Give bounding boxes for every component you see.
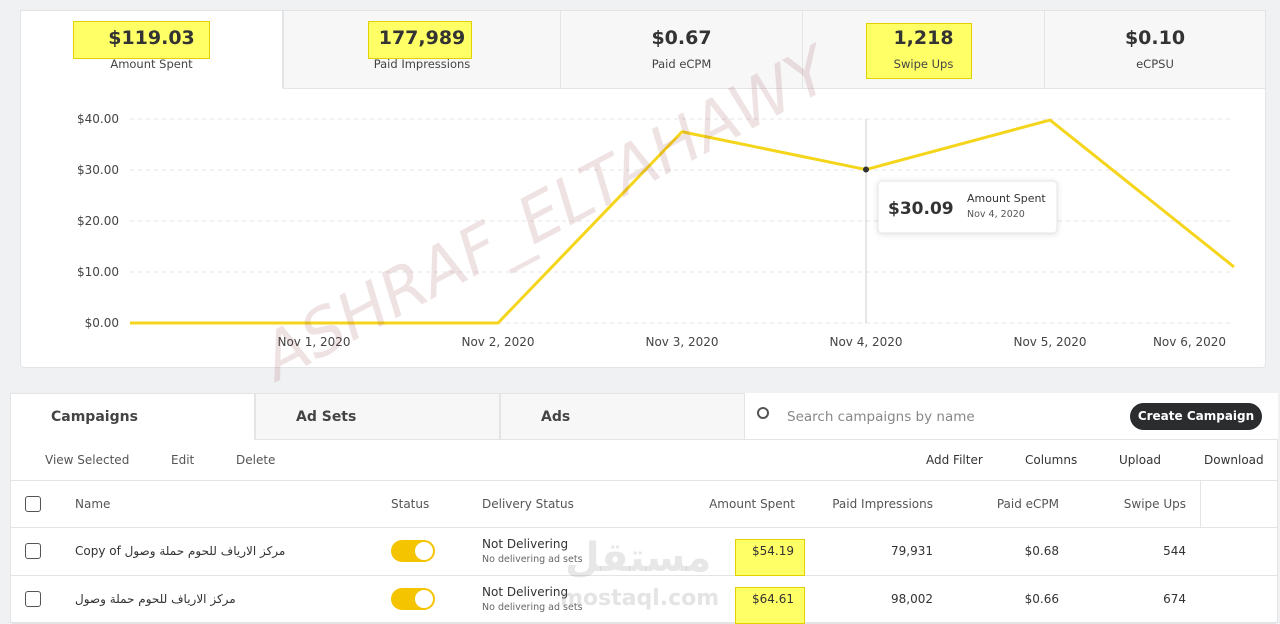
tooltip (877, 180, 1058, 234)
metric-tile[interactable]: 177,989 Paid Impressions (283, 10, 561, 89)
swipe-ups: 544 (1163, 544, 1186, 558)
y-tick-label: $0.00 (85, 316, 119, 330)
tab-label: Ads (541, 409, 571, 425)
toolbar-button[interactable]: Upload (1119, 453, 1162, 467)
line-chart: $0.00 $10.00 $20.00 $30.00 $40.00 Nov 1, 2020… (77, 112, 1235, 349)
x-tick-label: Nov 2, 2020 (461, 335, 534, 349)
column-header[interactable]: Delivery Status (482, 497, 574, 511)
tab[interactable]: Ad Sets (255, 393, 500, 440)
column-header[interactable]: Swipe Ups (1123, 497, 1186, 511)
paid-ecpm: $0.68 (1024, 544, 1059, 558)
campaign-name[interactable]: Copy of مركز الارياف للحوم حملة وصول (75, 544, 286, 558)
toolbar-button[interactable]: Columns (1025, 453, 1078, 467)
metric-value: $0.10 (1124, 27, 1186, 49)
toolbar-button[interactable]: Download (1204, 453, 1264, 467)
checkbox[interactable] (25, 496, 41, 512)
x-tick-label: Nov 5, 2020 (1013, 335, 1086, 349)
toolbar-button[interactable]: View Selected (45, 453, 130, 467)
column-header[interactable]: Status (391, 497, 430, 511)
search-icon (757, 407, 769, 419)
metric-label: Paid Impressions (373, 57, 471, 71)
series-line (130, 118, 1235, 325)
metric-tile[interactable]: 1,218 Swipe Ups (802, 10, 1045, 89)
highlight (735, 539, 805, 576)
hover-point (863, 166, 869, 173)
column-header[interactable]: Paid Impressions (832, 497, 933, 511)
delivery-status: Not Delivering (482, 585, 569, 599)
campaign-name[interactable]: مركز الارياف للحوم حملة وصول (75, 592, 236, 606)
x-tick-label: Nov 4, 2020 (829, 335, 902, 349)
metric-label: Paid eCPM (651, 57, 712, 71)
tooltip-series: Amount Spent (967, 192, 1046, 205)
metric-label: eCPSU (1136, 57, 1174, 71)
checkbox[interactable] (25, 591, 41, 607)
delivery-status: Not Delivering (482, 537, 569, 551)
metric-value: $0.67 (651, 27, 712, 49)
tab[interactable]: Ads (500, 393, 745, 440)
tab-label: Campaigns (51, 409, 138, 425)
watermark: mostaql.com (560, 586, 720, 611)
search-bar[interactable]: Search campaigns by name Create Campaign (745, 393, 1278, 440)
divider (10, 480, 1278, 481)
search-placeholder: Search campaigns by name (787, 409, 975, 425)
amount-spent: $54.19 (752, 544, 794, 558)
y-tick-label: $40.00 (77, 112, 119, 126)
metric-label: Amount Spent (110, 57, 193, 71)
y-tick-label: $10.00 (77, 265, 119, 279)
delivery-note: No delivering ad sets (482, 602, 583, 613)
create-button[interactable]: Create Campaign (1130, 403, 1262, 430)
paid-impressions: 79,931 (891, 544, 933, 558)
tooltip-value: $30.09 (888, 199, 954, 219)
y-tick-label: $20.00 (77, 214, 119, 228)
toolbar-button[interactable]: Edit (171, 453, 195, 467)
x-tick-label: Nov 1, 2020 (277, 335, 350, 349)
metric-tile[interactable]: $0.10 eCPSU (1044, 10, 1266, 89)
metric-tile[interactable]: $119.03 Amount Spent (20, 10, 283, 89)
status-toggle[interactable] (391, 588, 435, 610)
column-header[interactable]: Name (75, 497, 111, 511)
metric-label: Swipe Ups (893, 57, 954, 71)
tab-label: Ad Sets (296, 409, 357, 425)
paid-ecpm: $0.66 (1024, 592, 1059, 606)
tab[interactable]: Campaigns (10, 393, 255, 440)
checkbox[interactable] (25, 543, 41, 559)
y-tick-label: $30.00 (77, 163, 119, 177)
metric-tile[interactable]: $0.67 Paid eCPM (560, 10, 803, 89)
paid-impressions: 98,002 (891, 592, 933, 606)
status-toggle[interactable] (391, 540, 435, 562)
divider (1200, 480, 1201, 527)
tooltip-date: Nov 4, 2020 (967, 209, 1025, 220)
divider (10, 622, 1278, 623)
amount-spent: $64.61 (752, 592, 794, 606)
metric-value: $119.03 (108, 27, 195, 49)
toolbar-button[interactable]: Delete (236, 453, 276, 467)
column-header[interactable]: Amount Spent (709, 497, 795, 511)
column-header[interactable]: Paid eCPM (996, 497, 1059, 511)
divider (10, 527, 1278, 528)
watermark: مستقل (565, 535, 712, 581)
metric-value: 1,218 (893, 27, 954, 49)
delivery-note: No delivering ad sets (482, 554, 583, 565)
metric-value: 177,989 (378, 27, 466, 49)
x-tick-label: Nov 6, 2020 (1153, 335, 1226, 349)
swipe-ups: 674 (1163, 592, 1186, 606)
x-tick-label: Nov 3, 2020 (645, 335, 718, 349)
divider (10, 575, 1278, 576)
toolbar-button[interactable]: Add Filter (926, 453, 983, 467)
